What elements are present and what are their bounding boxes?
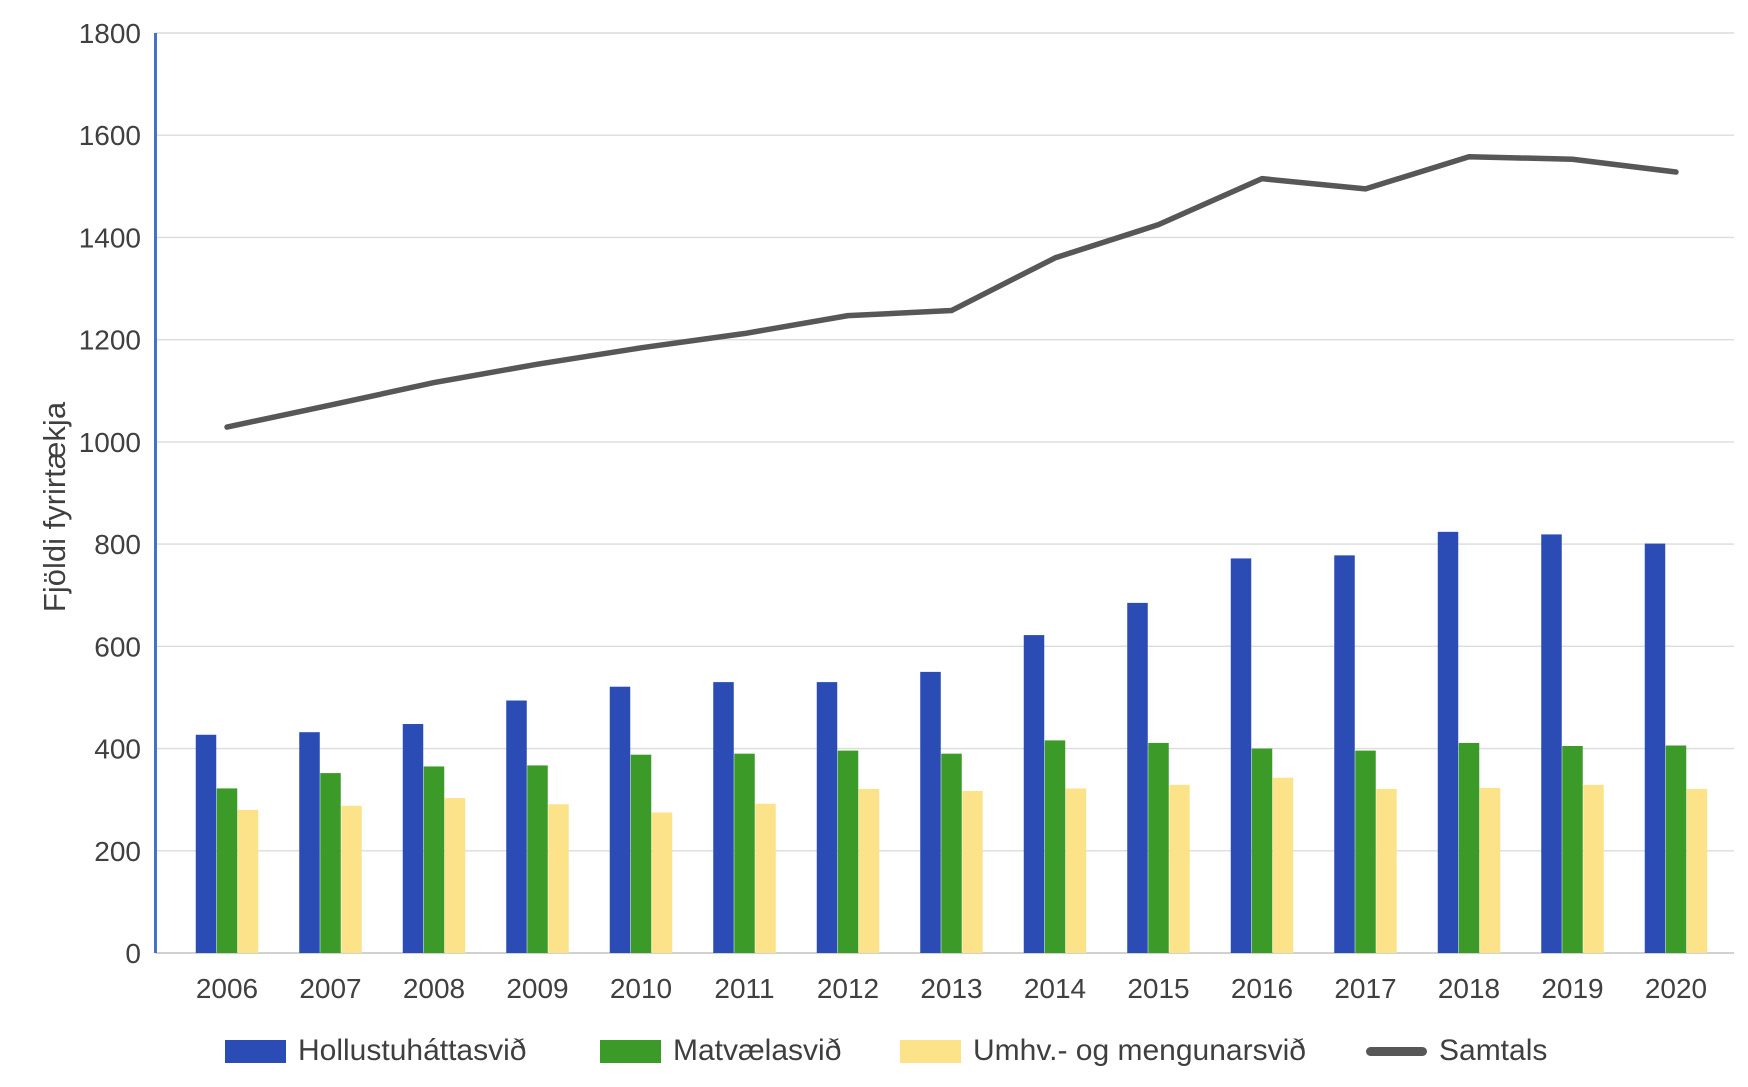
x-tick-label-2020: 2020 [1645, 973, 1707, 1004]
bar-matvaelasvid-2011 [734, 753, 755, 953]
legend-label-hollustuhattasvid: Hollustuháttasvið [298, 1034, 527, 1067]
legend-item-hollustuhattasvid[interactable]: Hollustuháttasvið [225, 1028, 526, 1074]
bar-umhverfissvid-2010 [651, 812, 673, 953]
legend-label-samtals: Samtals [1439, 1034, 1548, 1067]
bar-umhverfissvid-2015 [1169, 784, 1190, 953]
bar-matvaelasvid-2017 [1355, 750, 1376, 953]
bar-matvaelasvid-2006 [216, 788, 238, 953]
x-tick-label-2012: 2012 [817, 973, 879, 1004]
x-tick-label-2016: 2016 [1231, 973, 1293, 1004]
bar-hollustuhattasvid-2011 [713, 682, 734, 953]
bar-umhverfissvid-2007 [341, 805, 362, 953]
x-tick-label-2009: 2009 [506, 973, 568, 1004]
legend: Hollustuháttasvið Matvælasvið Umhv.- og … [0, 1028, 1748, 1078]
bar-hollustuhattasvid-2007 [299, 732, 320, 953]
bar-hollustuhattasvid-2010 [609, 686, 631, 953]
bar-umhverfissvid-2013 [962, 790, 983, 953]
bar-hollustuhattasvid-2019 [1541, 534, 1562, 953]
y-tick-label-800: 800 [94, 529, 141, 560]
bar-matvaelasvid-2009 [527, 765, 548, 953]
legend-item-samtals[interactable]: Samtals [1366, 1028, 1547, 1074]
y-tick-label-600: 600 [94, 631, 141, 662]
bar-hollustuhattasvid-2013 [920, 671, 941, 953]
bar-hollustuhattasvid-2006 [195, 734, 217, 953]
y-tick-label-1200: 1200 [79, 325, 141, 356]
legend-swatch-matvaelasvid [600, 1039, 661, 1063]
bar-umhverfissvid-2020 [1686, 788, 1708, 953]
bar-matvaelasvid-2008 [423, 766, 445, 953]
bar-matvaelasvid-2014 [1044, 740, 1066, 953]
bar-umhverfissvid-2011 [755, 803, 776, 953]
legend-label-matvaelasvid: Matvælasvið [673, 1034, 842, 1067]
x-tick-label-2018: 2018 [1438, 973, 1500, 1004]
bar-umhverfissvid-2018 [1479, 787, 1501, 953]
y-tick-label-1800: 1800 [79, 18, 141, 49]
y-tick-label-0: 0 [125, 938, 141, 969]
bar-hollustuhattasvid-2009 [506, 700, 527, 953]
y-tick-label-1600: 1600 [79, 120, 141, 151]
x-tick-label-2017: 2017 [1334, 973, 1396, 1004]
x-tick-label-2013: 2013 [920, 973, 982, 1004]
legend-swatch-umhverfissvid [900, 1039, 961, 1063]
x-tick-label-2008: 2008 [403, 973, 465, 1004]
bar-hollustuhattasvid-2012 [816, 682, 838, 953]
y-tick-label-200: 200 [94, 836, 141, 867]
bar-matvaelasvid-2013 [941, 753, 962, 953]
bar-umhverfissvid-2012 [858, 788, 880, 953]
bar-umhverfissvid-2019 [1583, 784, 1604, 953]
bar-hollustuhattasvid-2018 [1437, 531, 1459, 953]
legend-item-matvaelasvid[interactable]: Matvælasvið [600, 1028, 841, 1074]
bar-umhverfissvid-2016 [1272, 777, 1294, 953]
bar-umhverfissvid-2006 [237, 809, 259, 953]
bar-umhverfissvid-2017 [1376, 788, 1397, 953]
x-tick-label-2019: 2019 [1541, 973, 1603, 1004]
x-tick-label-2006: 2006 [196, 973, 258, 1004]
samtals-line [224, 153, 1679, 430]
bar-hollustuhattasvid-2008 [402, 724, 424, 953]
bar-umhverfissvid-2008 [444, 798, 466, 953]
x-tick-label-2015: 2015 [1127, 973, 1189, 1004]
x-tick-label-2010: 2010 [610, 973, 672, 1004]
x-tick-label-2007: 2007 [299, 973, 361, 1004]
bar-matvaelasvid-2012 [837, 750, 859, 953]
legend-label-umhverfissvid: Umhv.- og mengunarsvið [973, 1034, 1306, 1067]
y-tick-label-400: 400 [94, 734, 141, 765]
bar-hollustuhattasvid-2020 [1644, 543, 1666, 953]
bar-matvaelasvid-2018 [1458, 742, 1480, 953]
x-tick-label-2011: 2011 [714, 973, 774, 1004]
bar-matvaelasvid-2016 [1251, 748, 1273, 953]
bar-hollustuhattasvid-2015 [1127, 602, 1148, 953]
bar-matvaelasvid-2020 [1665, 745, 1687, 953]
bar-umhverfissvid-2014 [1065, 788, 1087, 953]
y-tick-label-1400: 1400 [79, 222, 141, 253]
legend-swatch-hollustuhattasvid [225, 1039, 286, 1063]
bar-matvaelasvid-2007 [320, 773, 341, 953]
bar-matvaelasvid-2010 [630, 754, 652, 953]
bar-umhverfissvid-2009 [548, 804, 569, 953]
bar-hollustuhattasvid-2014 [1023, 635, 1045, 953]
x-tick-label-2014: 2014 [1024, 973, 1086, 1004]
y-axis-title: Fjöldi fyrirtækja [37, 401, 72, 613]
bar-matvaelasvid-2015 [1148, 742, 1169, 953]
legend-swatch-samtals-line [1366, 1046, 1427, 1056]
y-tick-label-1000: 1000 [79, 427, 141, 458]
bar-hollustuhattasvid-2017 [1334, 555, 1355, 953]
bar-hollustuhattasvid-2016 [1230, 558, 1252, 953]
bar-matvaelasvid-2019 [1562, 746, 1583, 953]
legend-item-umhverfissvid[interactable]: Umhv.- og mengunarsvið [900, 1028, 1306, 1074]
